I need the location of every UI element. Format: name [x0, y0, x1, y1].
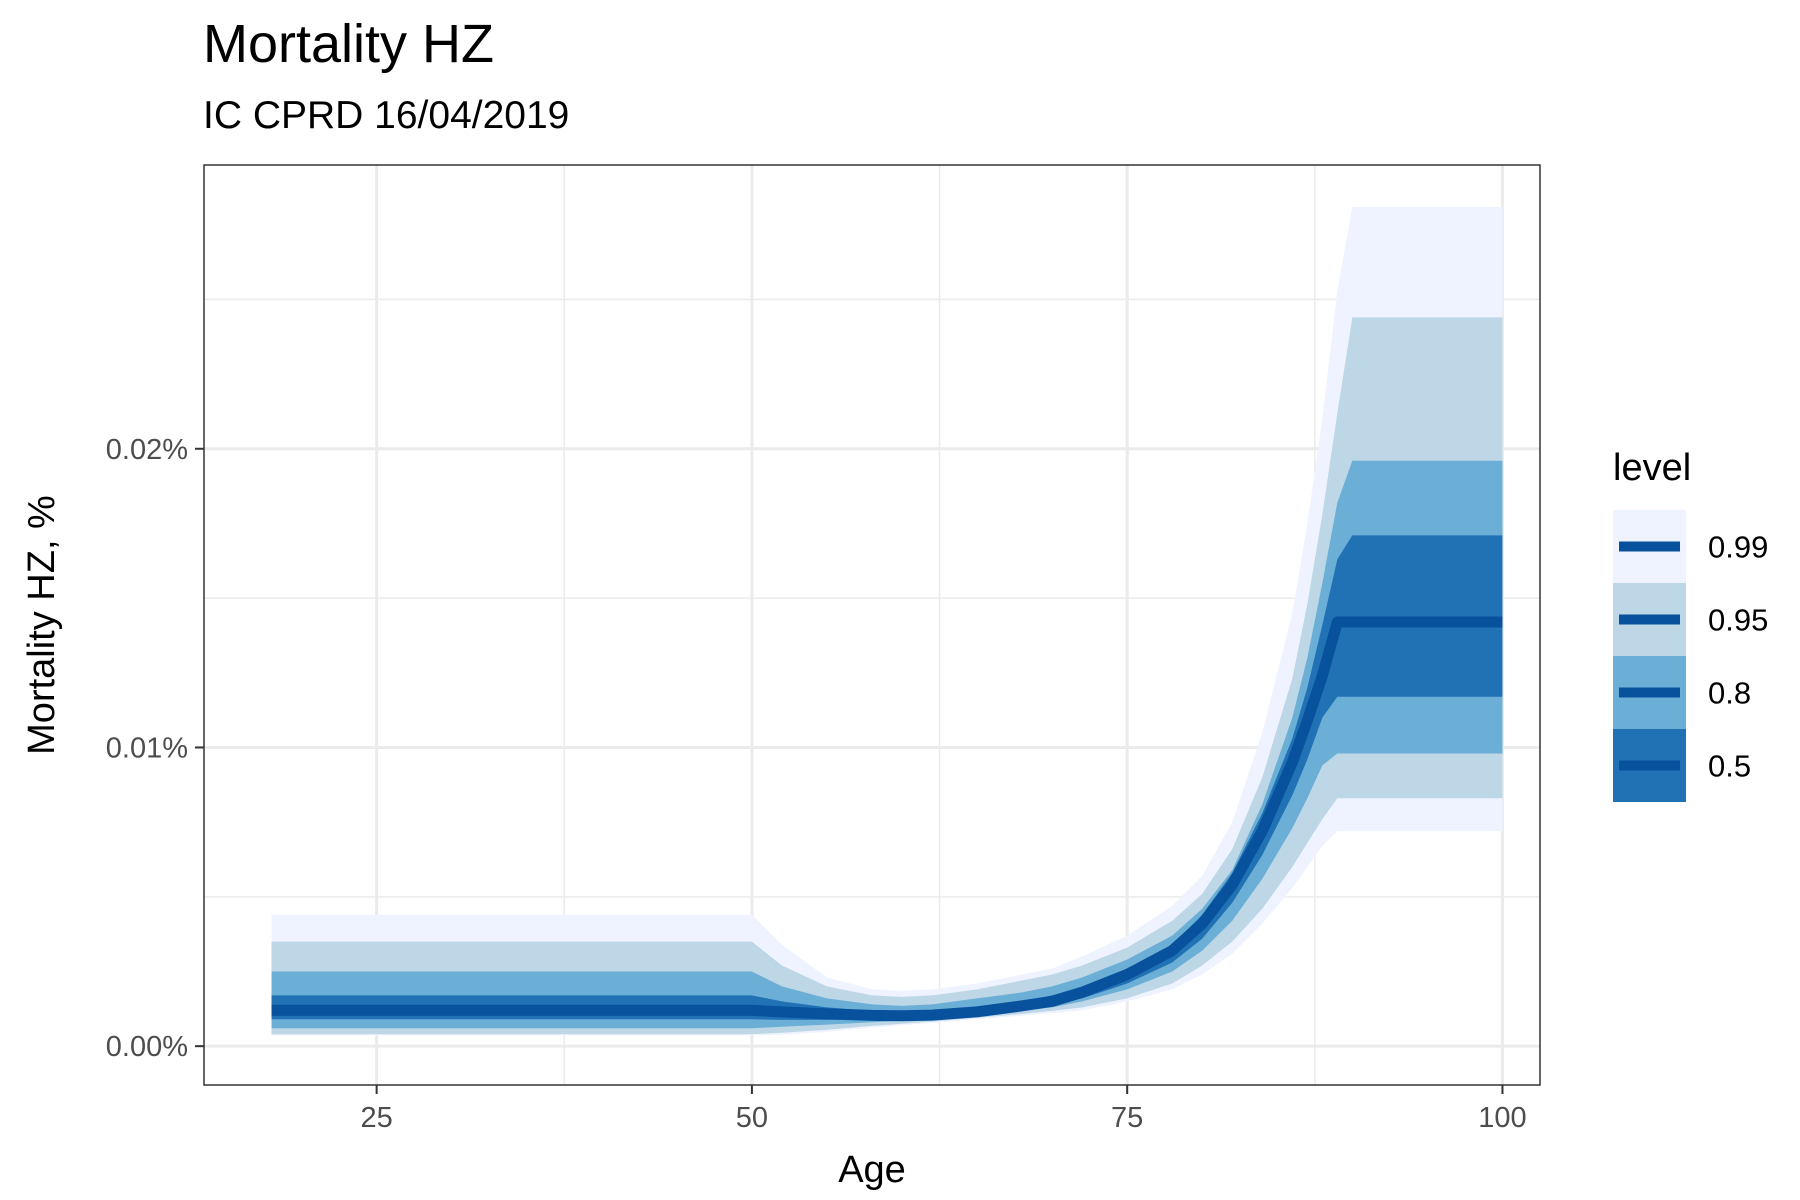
x-tick-label: 25	[360, 1102, 392, 1134]
confidence-bands	[271, 206, 1503, 1036]
median-line	[271, 616, 1503, 1022]
y-tick-label: 0.00%	[106, 1031, 188, 1063]
x-tick-label: 50	[736, 1102, 768, 1134]
plot-area	[203, 164, 1541, 1086]
median-line-group	[271, 616, 1503, 1022]
plot-panel-border	[203, 164, 1541, 1086]
legend-label: 0.8	[1708, 676, 1751, 711]
legend: level 0.99 0.95 0.8 0.5	[1613, 447, 1768, 802]
legend-label: 0.95	[1708, 603, 1768, 638]
x-tick-label: 75	[1111, 1102, 1143, 1134]
legend-keys: 0.99 0.95 0.8 0.5	[1613, 510, 1768, 802]
y-axis: 0.00% 0.01% 0.02%	[106, 434, 204, 1063]
x-axis-label: Age	[838, 1149, 906, 1191]
x-tick-label: 100	[1478, 1102, 1526, 1134]
band-0-8	[271, 460, 1503, 1029]
legend-title: level	[1613, 447, 1691, 489]
chart-title: Mortality HZ	[203, 14, 494, 74]
legend-label: 0.99	[1708, 530, 1768, 565]
y-axis-label: Mortality HZ, %	[21, 495, 63, 755]
band-0-95	[271, 317, 1503, 1035]
chart-subtitle: IC CPRD 16/04/2019	[203, 94, 569, 137]
x-axis: 25 50 75 100	[360, 1085, 1527, 1134]
band-0-5	[271, 535, 1503, 1020]
y-tick-label: 0.02%	[106, 434, 188, 466]
legend-label: 0.5	[1708, 749, 1751, 784]
y-tick-label: 0.01%	[106, 732, 188, 764]
